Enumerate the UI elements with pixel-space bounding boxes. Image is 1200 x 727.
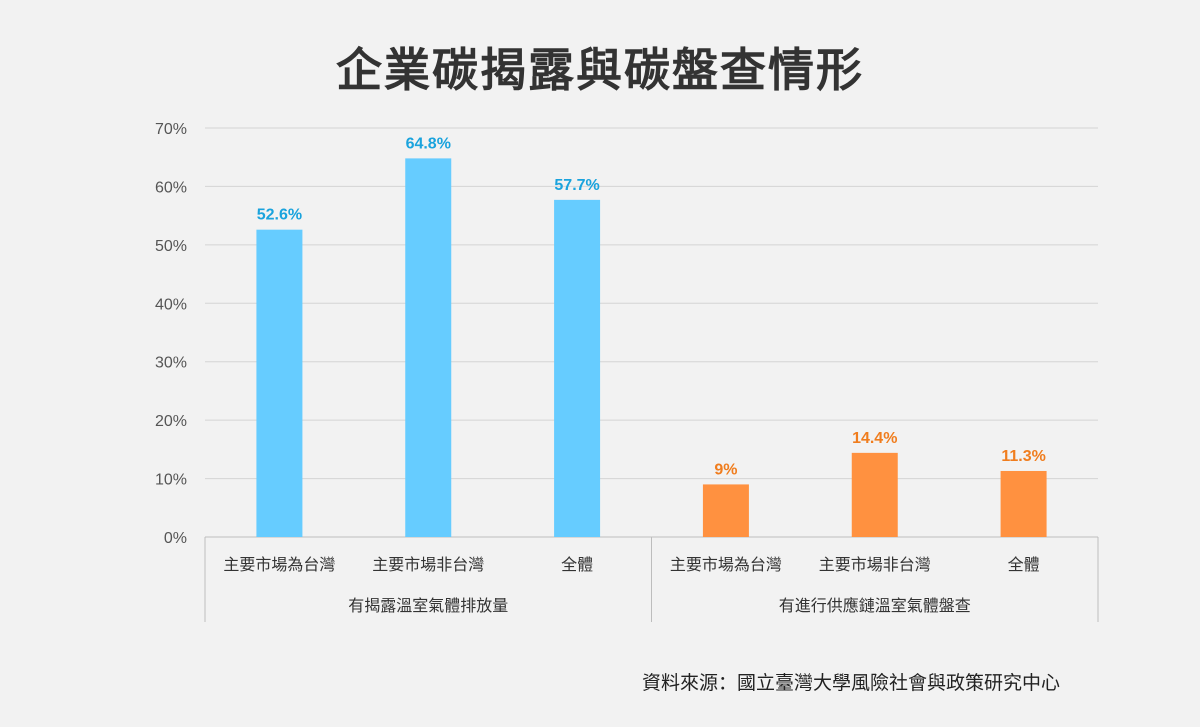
x-tick-label: 主要市場非台灣 <box>819 556 931 574</box>
y-tick-label: 30% <box>155 355 187 372</box>
x-tick-label: 主要市場為台灣 <box>670 556 782 574</box>
group-label: 有進行供應鏈溫室氣體盤查 <box>779 596 971 615</box>
x-tick-label: 全體 <box>1008 556 1040 574</box>
data-label: 64.8% <box>406 135 451 152</box>
y-tick-label: 10% <box>155 472 187 489</box>
y-tick-label: 20% <box>155 413 187 430</box>
data-label: 57.7% <box>554 177 599 194</box>
y-tick-label: 60% <box>155 179 187 196</box>
data-label: 9% <box>714 461 737 478</box>
data-label: 52.6% <box>257 207 302 224</box>
y-tick-label: 70% <box>155 121 187 138</box>
x-tick-label: 主要市場為台灣 <box>223 556 335 574</box>
y-tick-label: 40% <box>155 296 187 313</box>
bar <box>405 158 452 537</box>
bar <box>256 229 303 537</box>
source-note: 資料來源：國立臺灣大學風險社會與政策研究中心 <box>641 673 1060 694</box>
group-label: 有揭露溫室氣體排放量 <box>348 597 508 615</box>
data-label: 14.4% <box>852 430 897 447</box>
y-tick-label: 0% <box>164 530 187 547</box>
x-tick-label: 主要市場非台灣 <box>372 556 484 574</box>
bar <box>851 452 898 537</box>
bar <box>554 199 601 538</box>
y-tick-label: 50% <box>155 238 187 255</box>
chart-title: 企業碳揭露與碳盤查情形 <box>336 44 864 96</box>
bar <box>1000 470 1047 537</box>
x-tick-label: 全體 <box>561 556 593 574</box>
data-label: 11.3% <box>1001 448 1045 465</box>
bar <box>702 484 749 537</box>
